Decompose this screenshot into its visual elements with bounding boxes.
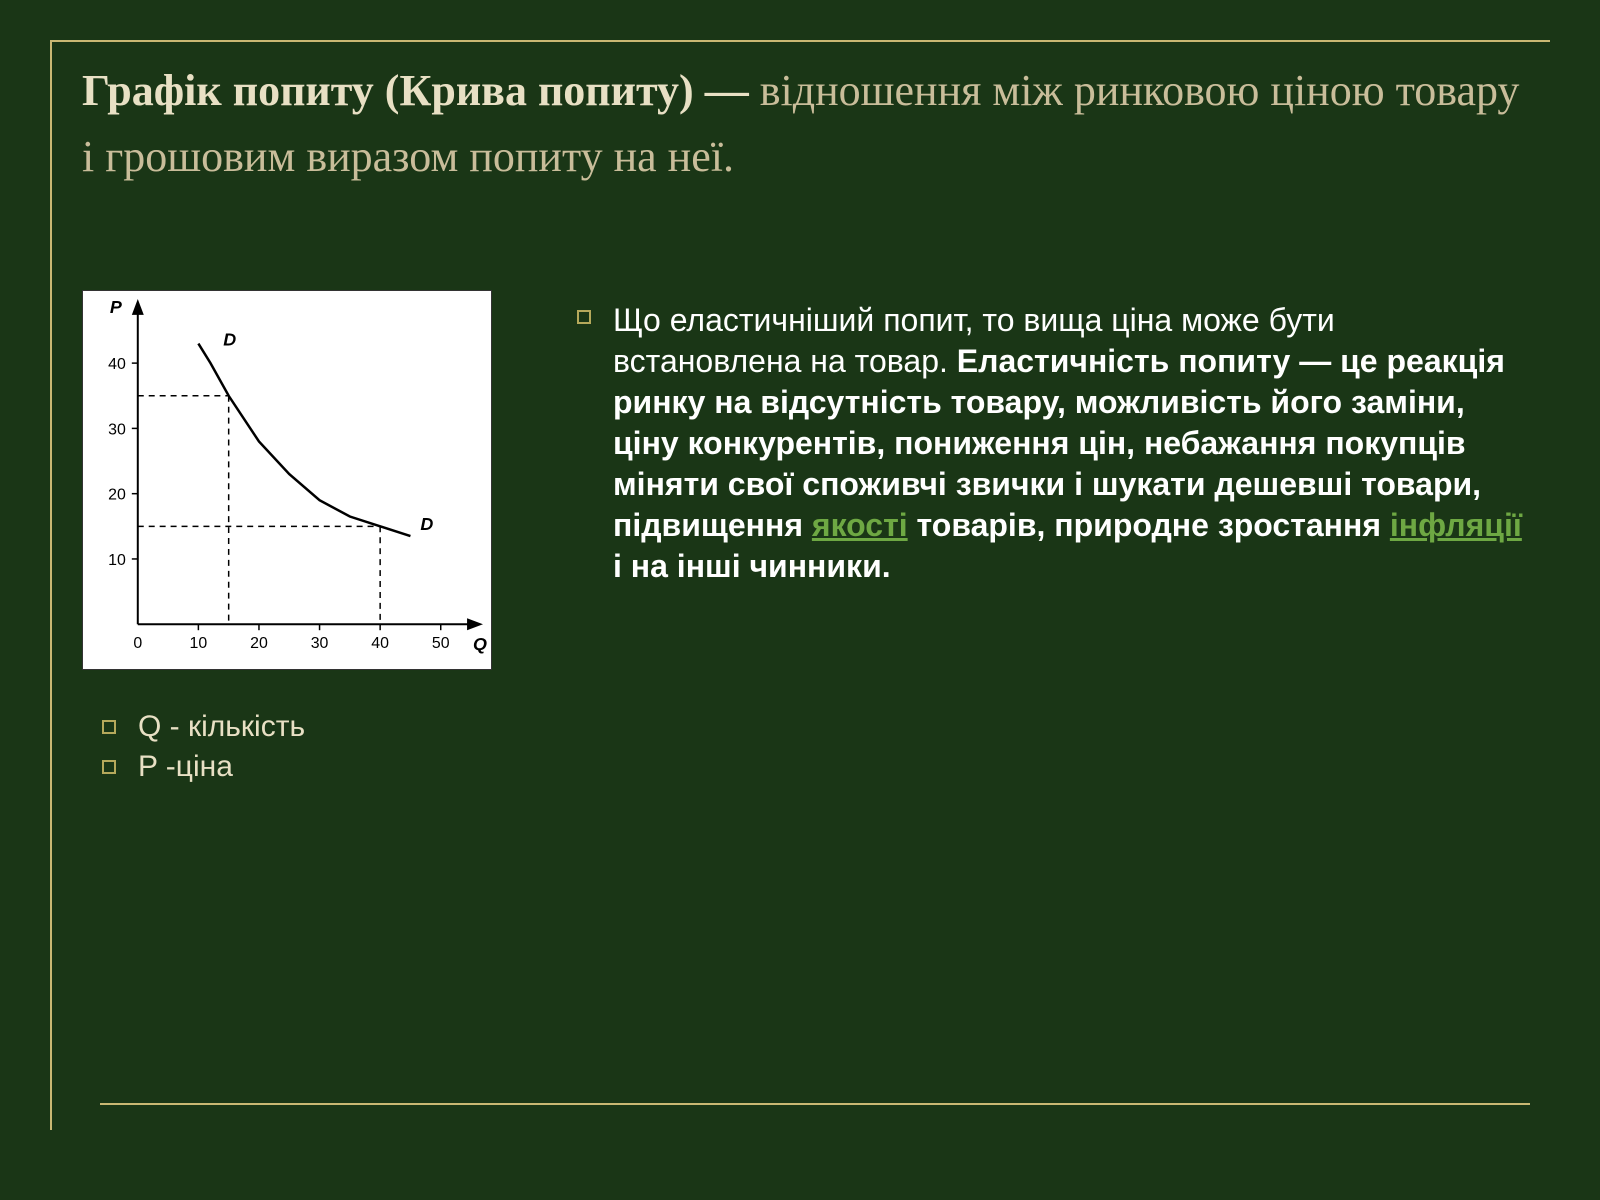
legend-text: P -ціна — [138, 750, 233, 784]
svg-text:P: P — [110, 297, 122, 317]
demand-chart: 0 10 20 30 40 50 10 20 30 40 P Q D D — [82, 290, 492, 670]
svg-text:D: D — [223, 330, 236, 350]
left-column: 0 10 20 30 40 50 10 20 30 40 P Q D D Q - кількість P … — [82, 290, 522, 1080]
slide-title: Графік попиту (Крива попиту) — відношенн… — [82, 58, 1530, 190]
title-dash: — — [694, 66, 760, 115]
svg-text:40: 40 — [108, 356, 126, 373]
body-bold: товарів, природне зростання — [908, 507, 1390, 543]
svg-text:10: 10 — [108, 552, 126, 569]
legend-item-q: Q - кількість — [102, 710, 522, 744]
bullet-icon — [102, 760, 116, 774]
bullet-icon — [102, 720, 116, 734]
svg-text:30: 30 — [108, 421, 126, 438]
body-bold: і на інші чинники. — [613, 548, 891, 584]
svg-text:10: 10 — [190, 635, 208, 652]
legend-text: Q - кількість — [138, 710, 305, 744]
bottom-rule — [100, 1103, 1530, 1105]
svg-text:40: 40 — [371, 635, 389, 652]
svg-text:0: 0 — [133, 635, 142, 652]
link-inflation[interactable]: інфляції — [1390, 507, 1522, 543]
content-area: 0 10 20 30 40 50 10 20 30 40 P Q D D Q - кількість P … — [82, 290, 1530, 1080]
right-column: Що еластичніший попит, то вища ціна може… — [577, 290, 1530, 1080]
svg-text:Q: Q — [473, 634, 487, 654]
svg-text:D: D — [420, 514, 433, 534]
svg-text:30: 30 — [311, 635, 329, 652]
title-bold: Графік попиту (Крива попиту) — [82, 66, 694, 115]
svg-text:20: 20 — [108, 487, 126, 504]
bullet-icon — [577, 310, 591, 324]
svg-text:20: 20 — [250, 635, 268, 652]
demand-chart-svg: 0 10 20 30 40 50 10 20 30 40 P Q D D — [83, 291, 491, 669]
svg-text:50: 50 — [432, 635, 450, 652]
legend-item-p: P -ціна — [102, 750, 522, 784]
body-text: Що еластичніший попит, то вища ціна може… — [613, 300, 1530, 587]
body-bullet: Що еластичніший попит, то вища ціна може… — [577, 300, 1530, 587]
chart-legend: Q - кількість P -ціна — [82, 710, 522, 784]
link-quality[interactable]: якості — [812, 507, 908, 543]
